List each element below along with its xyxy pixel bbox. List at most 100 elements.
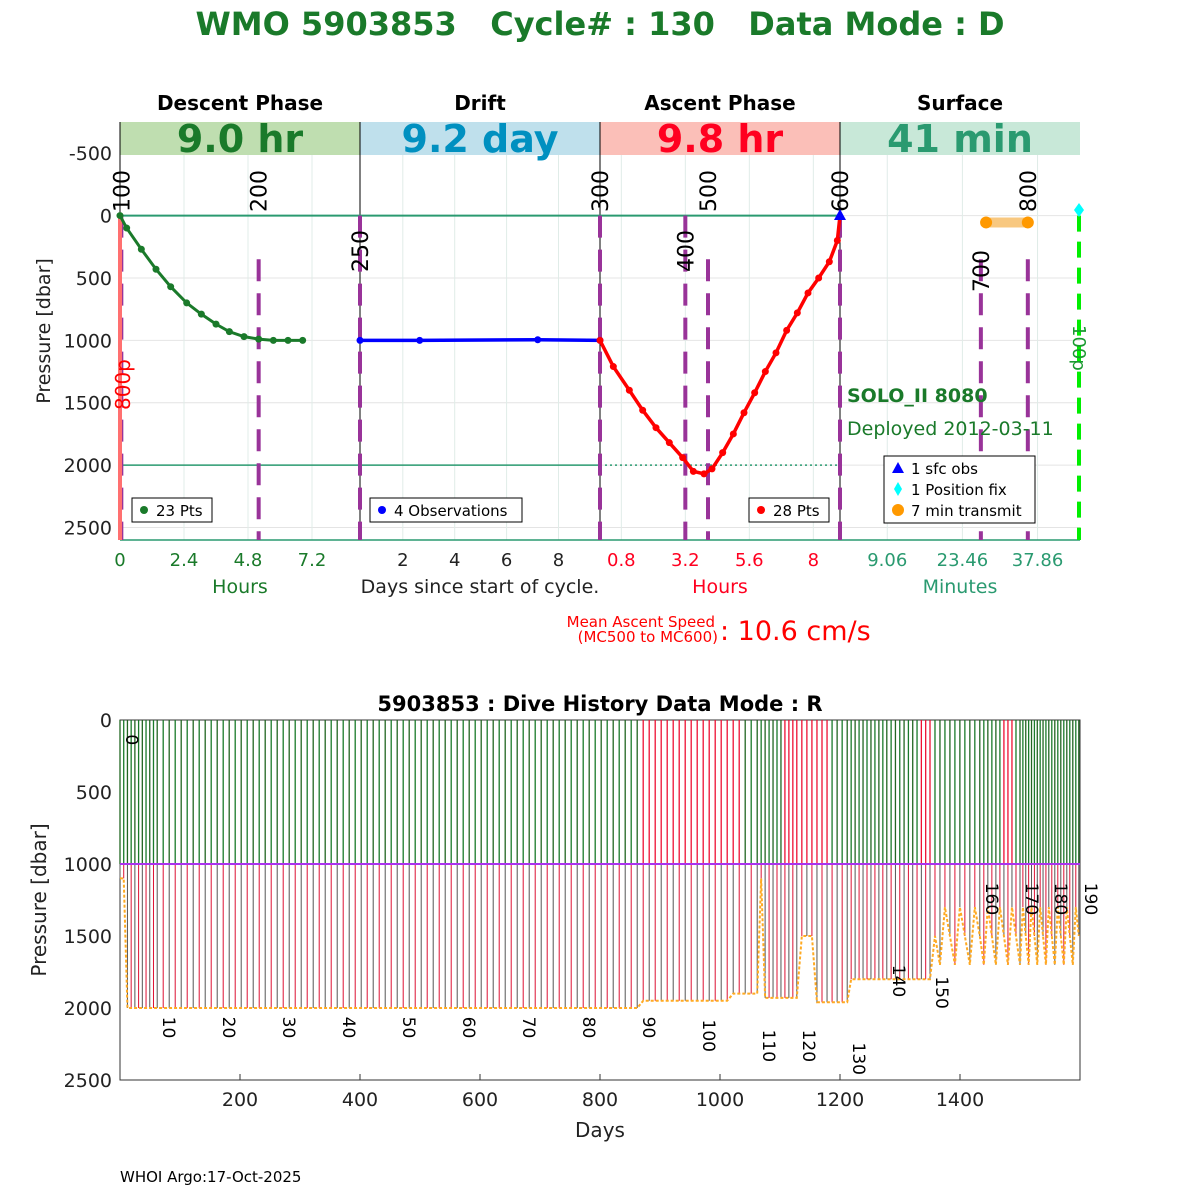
ascent-speed-value: : 10.6 cm/s — [720, 616, 871, 647]
x-axis-label: Days — [575, 1118, 625, 1142]
data-point — [152, 265, 160, 273]
x-axis-label: Hours — [212, 576, 268, 598]
data-point — [652, 424, 660, 432]
data-point — [269, 336, 277, 344]
legend-marker — [757, 506, 765, 514]
data-point — [719, 449, 727, 457]
phase-duration: 9.8 hr — [657, 117, 784, 161]
x-tick-label: 0.8 — [607, 550, 636, 571]
y-tick-label: 1000 — [64, 330, 112, 352]
cycle-label: 170 — [1021, 883, 1041, 915]
figure-title: WMO 5903853 Cycle# : 130 Data Mode : D — [195, 5, 1004, 43]
cycle-label: 150 — [931, 976, 951, 1008]
y-tick-label: -500 — [69, 143, 112, 165]
y-tick-label: 2000 — [64, 998, 112, 1020]
cycle-label: 180 — [1050, 883, 1070, 915]
data-point — [740, 409, 748, 417]
cycle-label: 80 — [578, 1017, 598, 1039]
x-tick-label: 200 — [222, 1089, 258, 1111]
phase-band — [840, 122, 1080, 155]
phase-band — [360, 122, 600, 155]
y-axis-label: Pressure [dbar] — [33, 258, 55, 404]
y-tick-label: 2500 — [64, 1070, 112, 1092]
x-tick-label: 4.8 — [234, 550, 263, 571]
mission-marker-label: 400 — [674, 230, 699, 272]
data-point — [708, 465, 716, 473]
x-axis-label: Days since start of cycle. — [361, 576, 600, 598]
x-tick-label: 7.2 — [298, 550, 327, 571]
phase-duration: 41 min — [887, 117, 1033, 161]
series-line-ascent-phase — [598, 215, 842, 476]
dive-history-plot: 5903853 : Dive History Data Mode : R 200 4… — [27, 692, 1100, 1142]
data-point — [833, 237, 841, 245]
cycle-label: 120 — [798, 1030, 818, 1062]
x-tick-label: 1200 — [816, 1089, 864, 1111]
surface-legend-text: 7 min transmit — [911, 502, 1022, 520]
transmit-marker — [980, 216, 993, 229]
mission-marker-label: 800 — [1017, 170, 1042, 212]
phase-title: Drift — [454, 91, 506, 115]
plot-title: 5903853 : Dive History Data Mode : R — [377, 692, 822, 716]
phase-title: Ascent Phase — [644, 91, 795, 115]
footer-text: WHOI Argo:17-Oct-2025 — [120, 1168, 301, 1186]
cycle-label: 90 — [638, 1017, 658, 1039]
y-tick-label: 2500 — [64, 518, 112, 540]
x-tick-label: 4 — [449, 550, 460, 571]
data-point — [625, 386, 633, 394]
data-point — [689, 467, 697, 475]
x-tick-label: 5.6 — [735, 550, 764, 571]
mission-marker-label: 200 — [248, 170, 273, 212]
legend-marker — [378, 506, 386, 514]
float-model: SOLO_II 8080 — [847, 385, 988, 407]
data-point — [700, 470, 708, 478]
x-tick-label: 37.86 — [1012, 550, 1064, 571]
surface-legend-text: 1 sfc obs — [911, 460, 978, 478]
data-point — [183, 299, 191, 307]
cycle-label: 70 — [518, 1017, 538, 1039]
data-point — [815, 274, 823, 282]
cycle-label: 60 — [458, 1017, 478, 1039]
deployed-date: Deployed 2012-03-11 — [847, 418, 1054, 440]
data-point — [255, 335, 263, 343]
series-line-drift — [360, 337, 601, 343]
cycle-label: 190 — [1080, 883, 1100, 915]
phase-duration: 9.2 day — [402, 117, 559, 161]
phase-band — [120, 122, 360, 155]
position-fix-marker — [1074, 203, 1084, 217]
x-tick-label: 1000 — [696, 1089, 744, 1111]
y-tick-label: 0 — [100, 206, 112, 228]
x-tick-label: 23.46 — [937, 550, 989, 571]
surface-end-label: 100p — [1068, 325, 1089, 371]
x-axis-label: Hours — [692, 576, 748, 598]
x-tick-label: 0 — [114, 550, 125, 571]
mission-marker-label: 100 — [110, 170, 135, 212]
cycle-label: 110 — [758, 1030, 778, 1062]
x-tick-label: 8 — [808, 550, 819, 571]
y-tick-label: 1500 — [64, 393, 112, 415]
legend-diamond-icon — [894, 482, 902, 496]
data-point — [761, 368, 769, 376]
data-point — [137, 245, 145, 253]
cycle-label: 30 — [278, 1017, 298, 1039]
data-point — [534, 336, 542, 344]
cycle-label: 50 — [398, 1017, 418, 1039]
legend-triangle-icon — [892, 462, 904, 473]
data-point — [123, 224, 131, 232]
cycle-label: 140 — [888, 965, 908, 997]
data-point — [665, 439, 673, 447]
y-tick-label: 1500 — [64, 926, 112, 948]
data-point — [609, 363, 617, 371]
x-tick-label: 9.06 — [867, 550, 907, 571]
data-point — [212, 320, 220, 328]
pump-label: 800p — [111, 359, 135, 410]
y-tick-label: 500 — [76, 782, 112, 804]
x-tick-label: 400 — [342, 1089, 378, 1111]
surface-legend-box — [883, 455, 1036, 524]
legend-text: 28 Pts — [773, 502, 820, 520]
plot-area — [119, 719, 1081, 1081]
cycle-label: 40 — [338, 1017, 358, 1039]
mission-marker-label: 700 — [970, 250, 995, 292]
legend-box — [369, 497, 523, 523]
cycle-label: 10 — [158, 1017, 178, 1039]
